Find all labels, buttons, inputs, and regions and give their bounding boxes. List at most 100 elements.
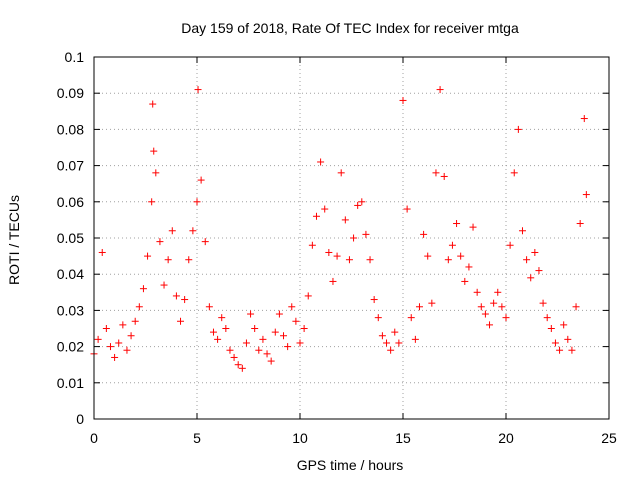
data-point <box>543 314 551 322</box>
data-point <box>148 198 156 206</box>
data-point <box>321 205 329 213</box>
data-point <box>218 314 226 322</box>
data-point <box>168 227 176 235</box>
data-point <box>185 256 193 264</box>
data-point <box>582 191 590 199</box>
data-point <box>568 346 576 354</box>
y-tick-label: 0.03 <box>57 302 84 318</box>
data-point <box>362 230 370 238</box>
data-point <box>560 321 568 329</box>
data-point <box>345 256 353 264</box>
data-point <box>304 292 312 300</box>
data-point <box>214 335 222 343</box>
data-point <box>275 310 283 318</box>
data-point <box>457 252 465 260</box>
data-point <box>300 325 308 332</box>
data-point <box>428 299 436 307</box>
data-point <box>490 299 498 307</box>
data-point <box>374 314 382 322</box>
y-tick-label: 0.04 <box>57 266 84 282</box>
data-point <box>461 277 469 285</box>
data-point <box>506 241 514 249</box>
data-point <box>106 343 114 351</box>
data-point <box>201 238 209 246</box>
data-point <box>102 325 110 332</box>
data-point <box>378 332 386 340</box>
data-point <box>387 346 395 354</box>
grid-lines <box>94 57 609 419</box>
axis-ticks: 0 5 10 15 20 25 0 0.01 0.02 0.03 0.04 0.05 0.06 0.07 0… <box>57 49 617 446</box>
data-point <box>267 357 275 365</box>
data-point <box>150 147 158 155</box>
data-point <box>424 252 432 260</box>
x-tick-label: 20 <box>498 430 514 446</box>
data-point <box>280 332 288 340</box>
data-point <box>399 96 407 104</box>
y-tick-label: 0.1 <box>65 49 85 65</box>
data-point <box>234 361 242 369</box>
data-points <box>90 86 590 372</box>
data-point <box>337 169 345 177</box>
data-point <box>312 212 320 220</box>
y-axis-label: ROTI / TECUs <box>6 195 22 285</box>
data-point <box>518 227 526 235</box>
data-point <box>523 256 531 264</box>
data-point <box>453 220 461 228</box>
data-point <box>284 343 292 351</box>
x-tick-label: 15 <box>395 430 411 446</box>
data-point <box>329 277 337 285</box>
data-point <box>395 339 403 347</box>
data-point <box>238 364 246 372</box>
x-tick-label: 25 <box>601 430 617 446</box>
data-point <box>251 325 259 332</box>
data-point <box>556 346 564 354</box>
data-point <box>172 292 180 300</box>
y-tick-label: 0.02 <box>57 339 84 355</box>
data-point <box>391 328 399 336</box>
data-point <box>119 321 127 329</box>
data-point <box>194 86 202 94</box>
y-tick-label: 0.01 <box>57 375 84 391</box>
data-point <box>317 158 325 166</box>
y-tick-label: 0.07 <box>57 158 84 174</box>
data-point <box>440 172 448 180</box>
data-point <box>383 339 391 347</box>
data-point <box>160 281 168 289</box>
data-point <box>115 339 123 347</box>
data-point <box>436 86 444 94</box>
data-point <box>152 169 160 177</box>
data-point <box>576 220 584 228</box>
data-point <box>94 335 102 343</box>
data-point <box>580 115 588 123</box>
data-point <box>403 205 411 213</box>
data-point <box>465 263 473 271</box>
data-point <box>531 248 539 256</box>
data-point <box>123 346 131 354</box>
data-point <box>222 325 230 332</box>
data-point <box>341 216 349 224</box>
data-point <box>177 317 185 325</box>
data-point <box>358 198 366 206</box>
data-point <box>432 169 440 177</box>
data-point <box>486 321 494 329</box>
data-point <box>535 267 543 275</box>
data-point <box>354 201 362 209</box>
data-point <box>144 252 152 260</box>
data-point <box>444 256 452 264</box>
data-point <box>547 325 555 332</box>
data-point <box>308 241 316 249</box>
data-point <box>411 335 419 343</box>
data-point <box>156 238 164 246</box>
data-point <box>127 332 135 340</box>
data-point <box>209 328 217 336</box>
data-point <box>263 350 271 358</box>
x-tick-label: 10 <box>292 430 308 446</box>
data-point <box>494 288 502 296</box>
data-point <box>469 223 477 231</box>
data-point <box>139 285 147 293</box>
data-point <box>481 310 489 318</box>
data-point <box>255 346 263 354</box>
y-tick-label: 0.06 <box>57 194 84 210</box>
data-point <box>292 317 300 325</box>
